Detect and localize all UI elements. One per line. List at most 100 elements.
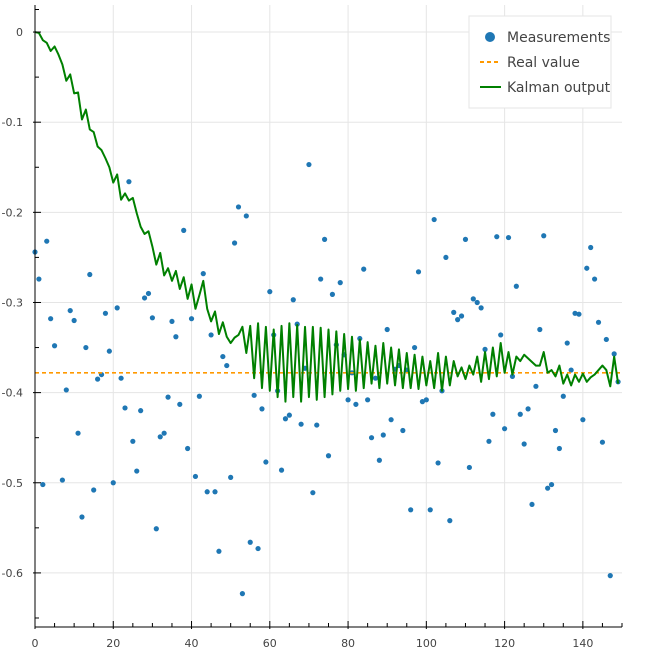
measurement-point [196,393,202,399]
measurement-point [282,416,289,422]
measurement-point [157,434,163,440]
measurement-point [572,310,578,316]
measurement-point [44,238,50,244]
measurement-point [228,474,234,480]
y-tick-label: -0.3 [2,296,23,309]
measurement-point [212,489,218,495]
axes: 0 20 40 60 80 100 120 140 0 -0.1 -0.2 -0.3 -0.4 -0.5 -… [2,5,623,650]
measurement-point [486,438,492,444]
measurement-point [83,344,89,351]
measurement-point [447,518,453,524]
measurement-point [384,326,390,333]
measurement-point [59,477,65,483]
measurement-point [134,468,140,474]
measurement-point [118,375,124,381]
x-tick-label: 100 [416,637,437,650]
measurement-point [400,427,406,434]
measurement-point [255,545,261,552]
measurement-point [462,236,469,242]
measurement-point [588,244,594,251]
measurement-point [145,290,152,297]
measurement-point [595,319,602,325]
measurement-point [599,439,606,445]
measurement-point [556,445,562,452]
measurement-point [122,405,128,411]
measurement-point [474,299,480,306]
measurement-point [208,332,214,338]
measurement-point [314,422,320,428]
measurement-point [455,317,461,323]
y-tick-label: -0.2 [2,206,23,219]
measurement-point [545,485,551,491]
measurement-point [537,326,543,333]
measurement-point [75,430,81,436]
measurement-point [533,383,539,389]
measurement-point [580,417,586,423]
measurement-point [411,344,418,351]
measurement-point [63,387,69,393]
measurement-point [509,373,516,379]
measurement-point [568,367,574,373]
measurement-point [235,204,242,210]
measurement-point [443,254,449,261]
legend-label-real-value: Real value [507,55,580,71]
measurement-point [224,362,230,369]
measurement-point [243,213,249,219]
measurement-point [185,445,191,452]
y-tick-label: -0.4 [2,387,23,400]
measurement-point [310,490,316,496]
measurement-point [138,408,144,414]
x-tick-label: 60 [263,637,277,650]
measurement-point [278,467,285,473]
measurement-point [541,233,547,239]
legend-label-kalman-output: Kalman output [507,80,611,96]
measurement-point [286,412,292,418]
measurement-point [48,316,54,322]
x-tick-label: 0 [32,637,39,650]
measurement-point [192,473,199,480]
measurement-point [200,271,206,277]
measurement-point [427,507,433,513]
measurement-point [470,296,476,302]
measurement-point [548,481,555,488]
measurement-point [290,297,296,303]
measurement-point [102,310,109,316]
measurement-point [71,317,77,324]
measurement-point [169,318,175,325]
measurement-point [576,311,582,317]
measurement-point [267,289,273,295]
measurement-point [251,392,257,398]
legend: Measurements Real value Kalman output [468,15,612,109]
measurement-point [239,591,246,597]
measurement-point [419,399,426,405]
measurement-point [376,457,382,463]
y-tick-label: 0 [16,26,23,39]
measurement-point [259,406,265,412]
measurement-point [607,573,613,579]
measurement-point [188,316,195,322]
measurement-point [110,480,116,486]
plot-background [35,5,622,627]
x-tick-label: 120 [494,637,515,650]
measurement-point [91,487,97,493]
x-tick-label: 40 [185,637,199,650]
legend-label-measurements: Measurements [507,30,610,46]
measurement-point [529,501,535,508]
y-tick-label: -0.6 [2,567,23,580]
grid [34,5,622,627]
measurement-point [368,435,375,441]
measurement-point [388,417,394,423]
measurement-point [408,507,414,513]
measurement-point [423,397,429,403]
measurement-point [114,305,120,311]
measurement-point [365,397,371,403]
measurement-point [318,276,324,282]
measurement-point [79,514,85,520]
measurement-point [552,427,559,434]
measurement-point [521,441,527,447]
kalman-output-line [34,31,620,403]
measurement-point [560,393,566,399]
measurement-point [130,438,136,444]
measurement-point [517,411,523,417]
measurement-point [490,411,496,417]
